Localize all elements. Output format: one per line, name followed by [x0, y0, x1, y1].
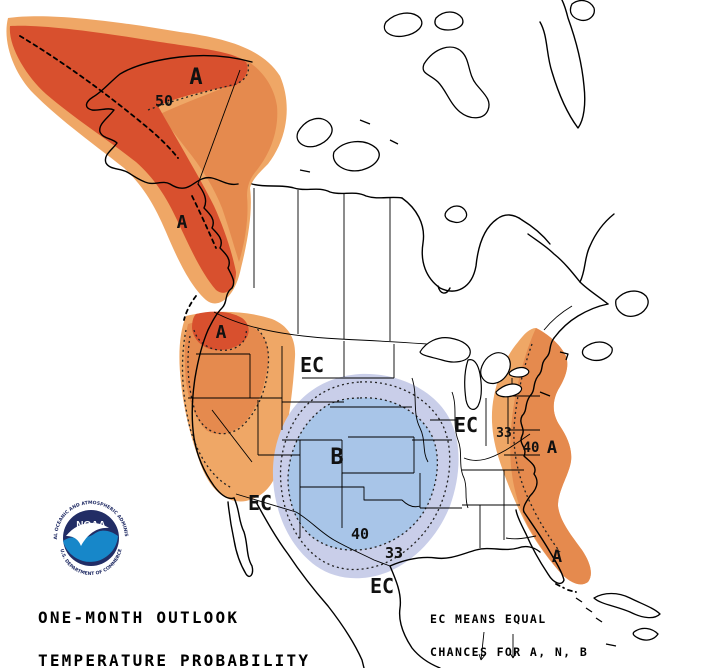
- florida-keys: [555, 583, 577, 593]
- map-label-ec-north: EC: [300, 353, 324, 377]
- map-label-panhandle-a: A: [177, 212, 188, 233]
- hispaniola: [632, 627, 659, 641]
- lake-huron: [480, 352, 511, 385]
- legend-line-ec-2: CHANCES FOR A, N, B: [430, 645, 589, 659]
- cape-cod: [559, 351, 569, 361]
- map-label-ec-southwest: EC: [248, 491, 272, 515]
- map-label-east-40: 40: [523, 440, 540, 456]
- lake-erie: [495, 383, 523, 398]
- contour-plains-40: [287, 397, 438, 551]
- us-mexico-border: [235, 493, 391, 567]
- noaa-seagull-icon: [66, 522, 109, 546]
- contour-lines: [147, 63, 561, 571]
- region-alaska-above-50: [9, 25, 248, 293]
- map-label-alaska-50: 50: [155, 92, 173, 110]
- map-label-florida-a: A: [552, 547, 562, 567]
- legend-pointers: [478, 631, 517, 661]
- great-lakes: [419, 337, 530, 410]
- contour-east-40: [513, 343, 561, 553]
- map-label-pnw-a: A: [216, 322, 227, 343]
- alaska-canada-border: [197, 69, 241, 185]
- long-island: [539, 391, 551, 397]
- noaa-wordmark: NOAA: [76, 520, 105, 531]
- us-canada-border: [213, 311, 453, 347]
- map-label-ec-south: EC: [370, 574, 394, 598]
- lake-ontario: [508, 366, 530, 378]
- contour-alaska-50: [147, 63, 250, 111]
- contour-plains-33: [279, 381, 451, 571]
- shaded-regions: [6, 16, 591, 585]
- map-label-east-a: A: [547, 438, 557, 458]
- lake-michigan: [464, 359, 482, 410]
- map-labels: A 50 A A EC EC EC EC B 40 33 33 40 A A: [155, 65, 562, 598]
- legend-line-ec-1: EC MEANS EQUAL: [430, 612, 547, 626]
- greenland: [539, 0, 586, 129]
- region-pnw-above-40: [184, 319, 269, 435]
- contour-pnw-33: [181, 329, 233, 489]
- newfoundland: [615, 290, 649, 317]
- aleutian-islands: [19, 35, 179, 159]
- coastlines: [19, 0, 661, 668]
- legend-block: EC MEANS EQUAL CHANCES FOR A, N, B A MEA…: [430, 592, 588, 668]
- region-alaska-above-40: [160, 60, 278, 262]
- vancouver-island: [183, 295, 197, 321]
- map-label-below-33: 33: [385, 544, 403, 562]
- arctic-islands: [296, 11, 490, 224]
- state-borders: [188, 188, 540, 548]
- map-label-east-33: 33: [496, 426, 512, 441]
- title-block: ONE-MONTH OUTLOOK TEMPERATURE PROBABILIT…: [38, 583, 310, 668]
- title-line-product: ONE-MONTH OUTLOOK: [38, 608, 240, 628]
- contour-pnw-50: [193, 327, 247, 351]
- cuba: [593, 592, 661, 619]
- bahamas: [575, 597, 617, 647]
- map-label-below-40: 40: [351, 525, 369, 543]
- region-plains-below-40: [288, 397, 438, 551]
- map-label-alaska-a: A: [189, 65, 202, 90]
- panhandle-islands: [191, 195, 217, 249]
- title-line-variable: TEMPERATURE PROBABILITY: [38, 651, 311, 668]
- map-label-ec-midwest: EC: [454, 413, 478, 437]
- map-label-below-b: B: [330, 445, 343, 470]
- nova-scotia: [581, 341, 613, 362]
- lake-superior: [419, 337, 471, 363]
